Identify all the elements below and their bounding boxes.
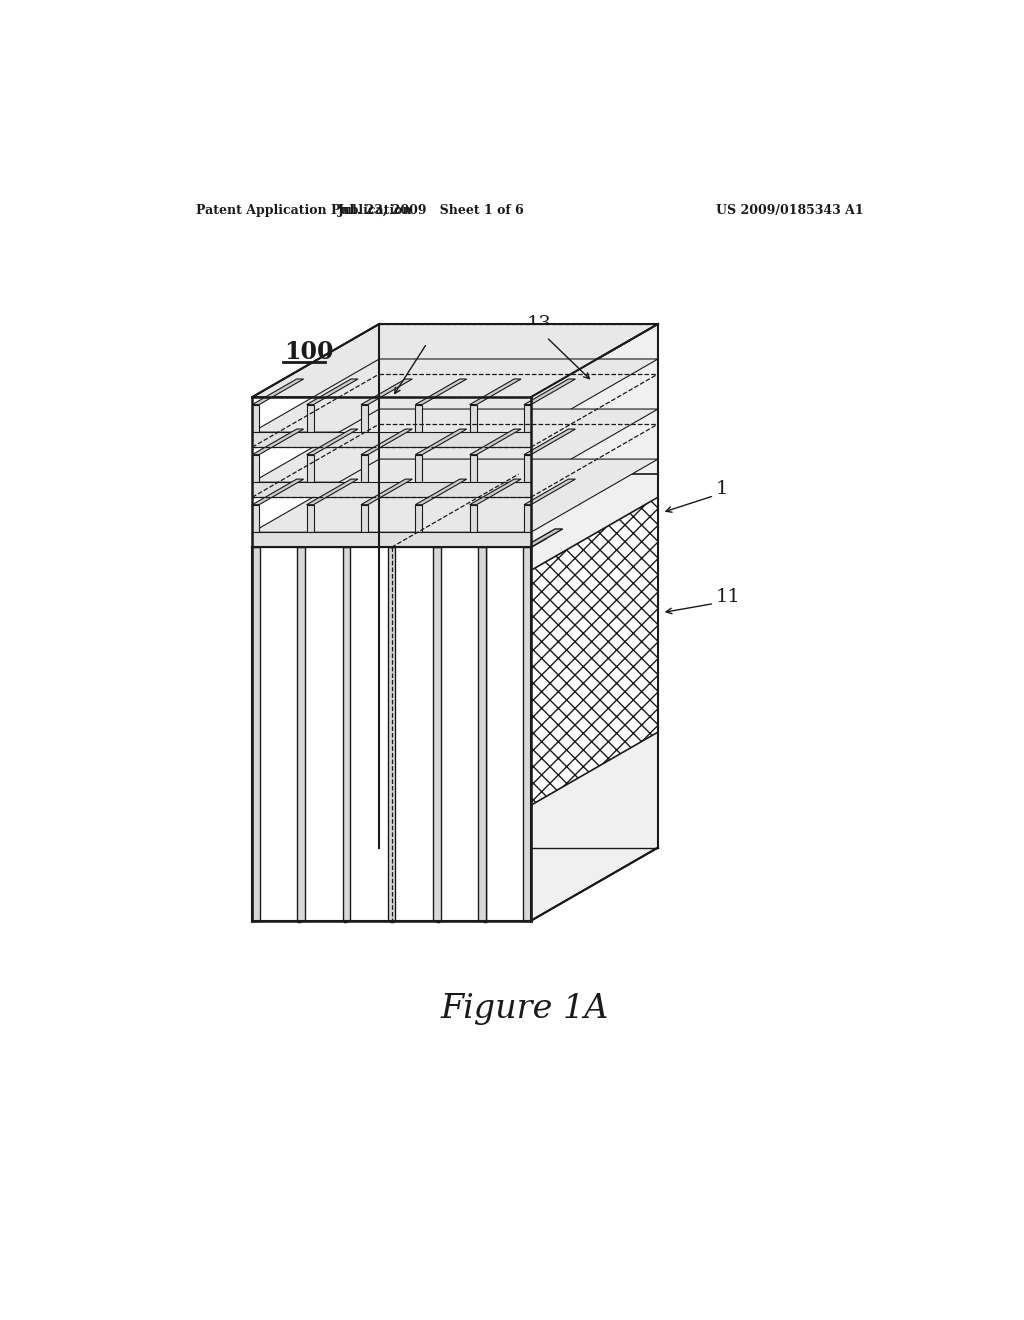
Polygon shape (470, 429, 521, 454)
Polygon shape (306, 405, 313, 432)
Polygon shape (523, 529, 563, 548)
Polygon shape (478, 529, 517, 548)
Polygon shape (470, 504, 476, 532)
Polygon shape (252, 482, 531, 498)
Polygon shape (416, 379, 467, 405)
Polygon shape (360, 405, 368, 432)
Polygon shape (306, 479, 358, 504)
Polygon shape (252, 548, 531, 921)
Polygon shape (360, 454, 368, 482)
Polygon shape (524, 479, 575, 504)
Polygon shape (252, 532, 531, 548)
Polygon shape (252, 479, 304, 504)
Text: Patent Application Publication: Patent Application Publication (196, 205, 412, 218)
Polygon shape (416, 429, 467, 454)
Polygon shape (470, 405, 476, 432)
Polygon shape (360, 429, 413, 454)
Polygon shape (252, 454, 259, 482)
Polygon shape (343, 529, 382, 548)
Polygon shape (252, 323, 658, 397)
Polygon shape (252, 498, 531, 548)
Polygon shape (388, 529, 427, 548)
Polygon shape (252, 429, 304, 454)
Polygon shape (297, 548, 305, 921)
Polygon shape (360, 479, 413, 504)
Polygon shape (252, 409, 658, 482)
Polygon shape (252, 847, 658, 921)
Polygon shape (252, 504, 259, 532)
Text: 12: 12 (423, 322, 447, 341)
Text: Figure 1A: Figure 1A (440, 993, 609, 1026)
Polygon shape (416, 405, 422, 432)
Text: 1: 1 (716, 480, 728, 499)
Polygon shape (306, 504, 313, 532)
Polygon shape (524, 454, 531, 482)
Polygon shape (252, 359, 658, 432)
Polygon shape (252, 432, 531, 447)
Polygon shape (416, 454, 422, 482)
Polygon shape (524, 429, 575, 454)
Polygon shape (252, 379, 304, 405)
Text: 11: 11 (716, 589, 740, 606)
Polygon shape (470, 454, 476, 482)
Polygon shape (416, 479, 467, 504)
Polygon shape (523, 548, 531, 921)
Polygon shape (470, 479, 521, 504)
Polygon shape (306, 454, 313, 482)
Polygon shape (252, 459, 658, 532)
Polygon shape (433, 548, 440, 921)
Polygon shape (306, 379, 358, 405)
Polygon shape (252, 529, 292, 548)
Text: Jul. 23, 2009   Sheet 1 of 6: Jul. 23, 2009 Sheet 1 of 6 (338, 205, 524, 218)
Polygon shape (524, 504, 531, 532)
Polygon shape (388, 548, 395, 921)
Polygon shape (252, 548, 260, 921)
Polygon shape (433, 529, 472, 548)
Polygon shape (252, 397, 531, 447)
Polygon shape (252, 447, 531, 498)
Polygon shape (416, 504, 422, 532)
Polygon shape (343, 548, 350, 921)
Polygon shape (297, 529, 337, 548)
Polygon shape (360, 379, 413, 405)
Polygon shape (524, 405, 531, 432)
Polygon shape (360, 504, 368, 532)
Polygon shape (531, 323, 658, 921)
Polygon shape (470, 379, 521, 405)
Text: US 2009/0185343 A1: US 2009/0185343 A1 (716, 205, 863, 218)
Polygon shape (252, 405, 259, 432)
Polygon shape (252, 548, 531, 921)
Text: 100: 100 (285, 341, 334, 364)
Polygon shape (306, 429, 358, 454)
Text: 13: 13 (526, 315, 551, 333)
Polygon shape (524, 379, 575, 405)
Polygon shape (531, 498, 658, 805)
Polygon shape (478, 548, 485, 921)
